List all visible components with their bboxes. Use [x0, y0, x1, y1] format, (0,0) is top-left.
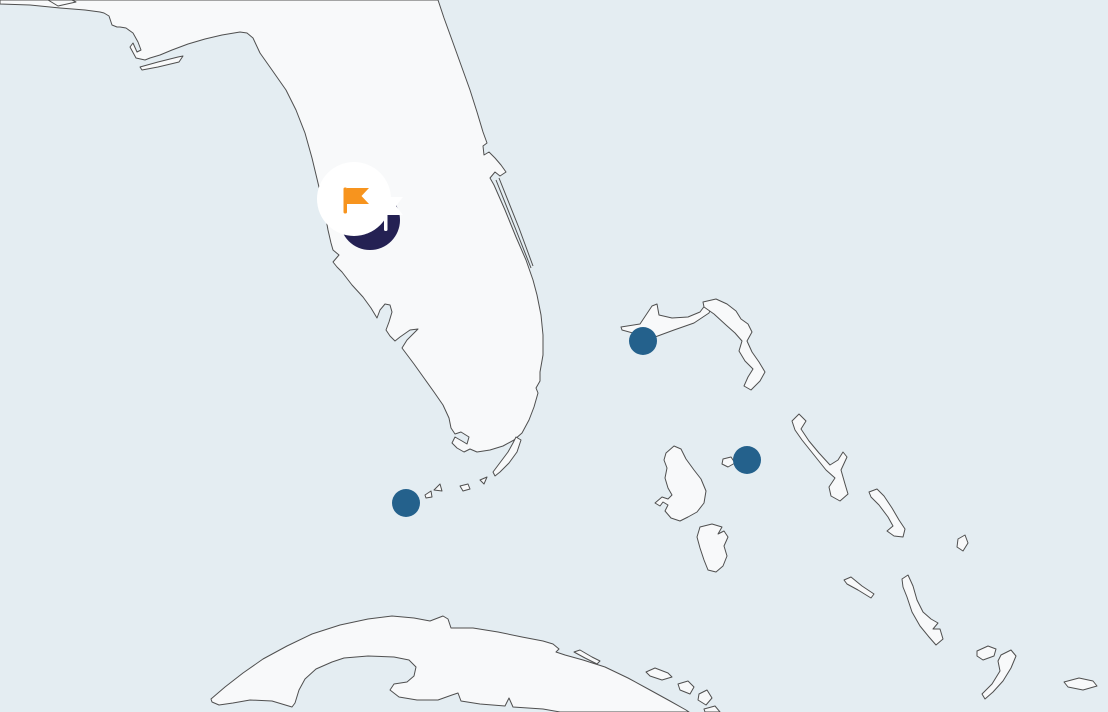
- port-markers: [392, 327, 761, 517]
- region-key-1: [480, 477, 487, 484]
- region-cuba-cay-2: [646, 668, 672, 680]
- region-canaveral-lagoon-sliver-2: [499, 178, 533, 266]
- region-florida: [0, 0, 543, 452]
- region-canaveral-lagoon-sliver-1: [496, 180, 531, 268]
- region-long-island: [902, 575, 943, 645]
- port-marker-2[interactable]: [733, 446, 761, 474]
- region-key-4: [425, 491, 432, 498]
- region-andros-north: [655, 446, 706, 521]
- region-mayaguana: [1064, 678, 1097, 690]
- region-key-largo: [493, 437, 521, 476]
- region-exuma: [844, 577, 874, 598]
- region-cuba-cay-3: [678, 681, 694, 694]
- region-acklins: [982, 650, 1016, 699]
- region-key-3: [434, 484, 442, 491]
- region-cuba: [211, 616, 689, 712]
- region-panhandle-barrier-island: [140, 56, 183, 70]
- port-marker-3[interactable]: [392, 489, 420, 517]
- origin-flag-badge[interactable]: [317, 162, 391, 236]
- region-cuba-cay-4: [698, 690, 712, 705]
- region-new-providence: [722, 457, 735, 467]
- orange-flag-icon: [343, 187, 369, 214]
- region-cuba-cay-5: [704, 706, 720, 712]
- region-cuba-cay-1: [574, 650, 600, 664]
- region-andros-south: [697, 524, 728, 572]
- region-eleuthera: [792, 414, 848, 501]
- region-abaco: [703, 299, 765, 390]
- region-panhandle-islet: [48, 0, 76, 6]
- region-crooked-island: [977, 646, 996, 660]
- region-key-2: [460, 484, 470, 491]
- region-cat-island: [869, 489, 905, 537]
- port-marker-1[interactable]: [629, 327, 657, 355]
- region-san-salvador: [957, 535, 968, 551]
